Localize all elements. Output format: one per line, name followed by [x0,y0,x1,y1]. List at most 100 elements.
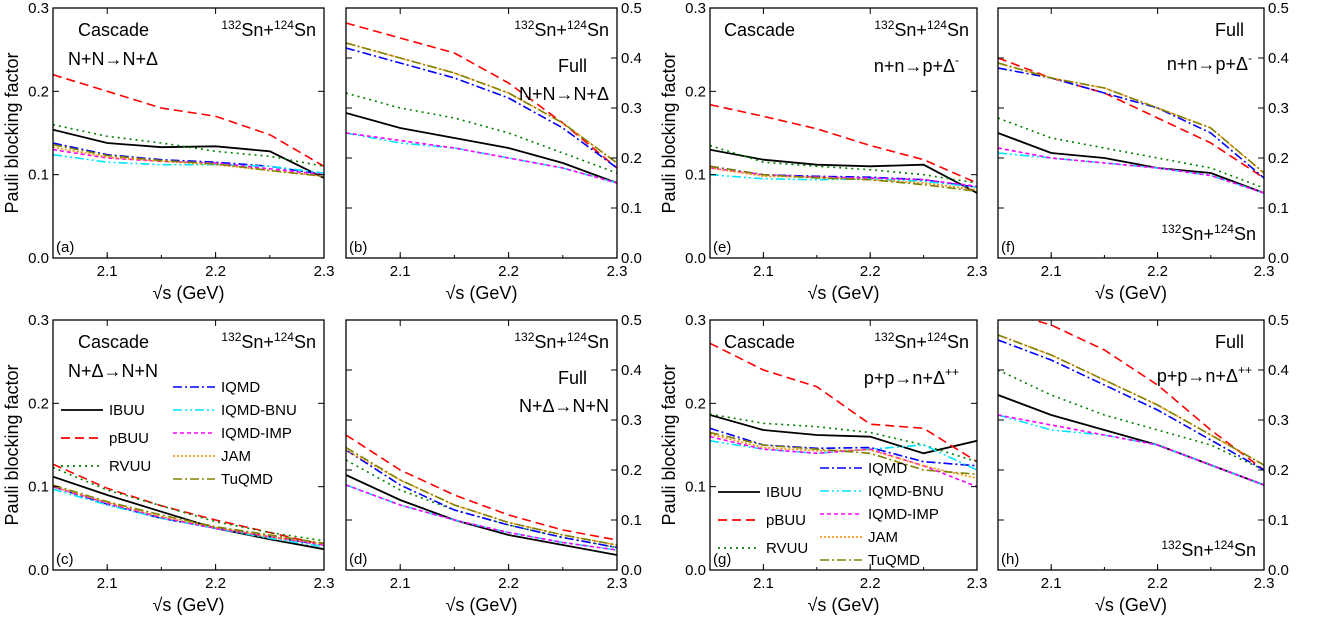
panel-label: (f) [1001,239,1015,256]
x-tick-label: 2.2 [498,575,519,592]
panel-e: 2.1 2.2 2.3 √s (GeV) 0.0 0.1 0.2 0.3 Pauli block… [659,0,987,303]
y-tick-label: 0.3 [685,312,706,329]
y-axis-label: Pauli blocking factor [659,52,679,213]
x-tick-label: 2.1 [1041,575,1062,592]
annotation-text: Full [558,56,587,76]
panel-c: 2.1 2.2 2.3 √s (GeV) 0.0 0.1 0.2 0.3 Pauli block… [2,312,334,615]
y-tick-label: 0.1 [28,167,49,184]
series-line-tuqmd [710,431,977,475]
series-line-pbuu [710,103,977,184]
x-tick-label: 2.3 [967,263,988,280]
y-tick-label: 0.3 [621,100,642,117]
series-line-jam [346,449,617,546]
series-line-iqmd-bnu [346,484,617,551]
series-line-pbuu [53,463,324,546]
y-tick-label: 0.0 [28,562,49,579]
legend-label: pBUU [766,512,806,529]
y-tick-label: 0.0 [1268,562,1289,579]
panel-label: (b) [349,239,367,256]
series-line-tuqmd [53,484,324,545]
plot-frame [997,7,1265,259]
y-tick-label: 0.1 [685,479,706,496]
annotation-text: N+Δ→N+N [519,396,609,416]
plot-frame [52,319,325,571]
annotation-text: 132Sn+124Sn [514,18,609,40]
panel-a: 2.1 2.2 2.3 √s (GeV) 0.0 0.1 0.2 0.3 Pauli block… [2,0,334,303]
x-tick-label: 2.1 [753,263,774,280]
annotation-text: Full [558,368,587,388]
x-tick-label: 2.1 [390,575,411,592]
y-tick-label: 0.5 [1268,0,1289,17]
series-line-iqmd [346,449,617,549]
series-line-ibuu [53,128,324,179]
panel-label: (e) [713,239,731,256]
series-line-rvuu [53,123,324,168]
annotation-text: 132Sn+124Sn [1161,538,1256,560]
y-tick-label: 0.1 [621,512,642,529]
series-group [346,22,617,184]
series-line-iqmd-imp [998,414,1264,486]
x-tick-label: 2.3 [607,575,628,592]
annotation-text: 132Sn+124Sn [514,330,609,352]
annotation-text: N+Δ→N+N [68,361,158,381]
series-line-iqmd [998,339,1264,471]
series-line-iqmd-imp [346,484,617,551]
legend: IBUU pBUU RVUU IQMD IQMD-BNU IQMD-IMP JAM TuQMD [61,379,297,488]
x-axis-label: √s (GeV) [153,283,225,303]
series-line-ibuu [710,414,977,455]
series-line-iqmd-bnu [998,414,1264,486]
y-tick-label: 0.3 [685,0,706,17]
legend-label: JAM [868,529,898,546]
y-tick-label: 0.2 [28,395,49,412]
y-tick-label: 0.4 [621,362,642,379]
legend-label: IQMD [221,379,260,396]
annotation-text: N+N→N+Δ [68,49,158,69]
panel-label: (g) [713,551,731,568]
x-tick-label: 2.3 [967,575,988,592]
y-tick-label: 0.3 [1268,412,1289,429]
y-tick-label: 0.3 [28,0,49,17]
y-tick-label: 0.2 [621,462,642,479]
y-tick-label: 0.0 [28,250,49,267]
series-line-ibuu [998,394,1264,486]
legend-label: IBUU [109,402,145,419]
legend-label: IQMD-IMP [221,425,292,442]
y-tick-label: 0.4 [1268,50,1289,67]
x-tick-label: 2.1 [753,575,774,592]
panel-d: 2.1 2.2 2.3 √s (GeV) 0.0 0.1 0.2 0.3 0.4 0.5 (d) 13… [345,312,642,615]
y-tick-label: 0.1 [685,167,706,184]
x-tick-label: 2.3 [607,263,628,280]
series-line-pbuu [53,73,324,167]
series-group [346,434,617,556]
plot-frame [997,319,1265,571]
annotation-text: Cascade [78,20,149,40]
series-line-pbuu [1030,320,1264,471]
series-group [998,320,1264,486]
annotation-text: 132Sn+124Sn [221,18,316,40]
legend-label: IQMD-BNU [868,483,944,500]
y-tick-label: 0.2 [685,395,706,412]
y-tick-label: 0.0 [1268,250,1289,267]
x-tick-label: 2.3 [314,575,335,592]
series-line-iqmd-imp [998,147,1264,194]
series-line-ibuu [346,112,617,184]
y-tick-label: 0.2 [1268,150,1289,167]
y-axis-label: Pauli blocking factor [2,364,22,525]
series-group [710,342,977,488]
legend-label: IQMD-BNU [221,402,297,419]
y-tick-label: 0.4 [621,50,642,67]
x-tick-label: 2.2 [1147,263,1168,280]
y-axis-label: Pauli blocking factor [2,52,22,213]
x-tick-label: 2.1 [97,263,118,280]
series-line-rvuu [346,92,617,174]
series-line-ibuu [346,474,617,556]
x-axis-label: √s (GeV) [808,283,880,303]
annotation-text: 132Sn+124Sn [874,18,969,40]
y-tick-label: 0.3 [1268,100,1289,117]
panel-f: 2.1 2.2 2.3 √s (GeV) 0.0 0.1 0.2 0.3 0.4 0.5 (f) Fu… [997,0,1289,303]
panel-b: 2.1 2.2 2.3 √s (GeV) 0.0 0.1 0.2 0.3 0.4 0.5 (b) 13… [345,0,642,303]
legend-label: TuQMD [868,552,920,569]
series-line-iqmd-imp [346,132,617,184]
legend: IBUU pBUU RVUU IQMD IQMD-BNU IQMD-IMP JAM TuQMD [718,460,944,569]
